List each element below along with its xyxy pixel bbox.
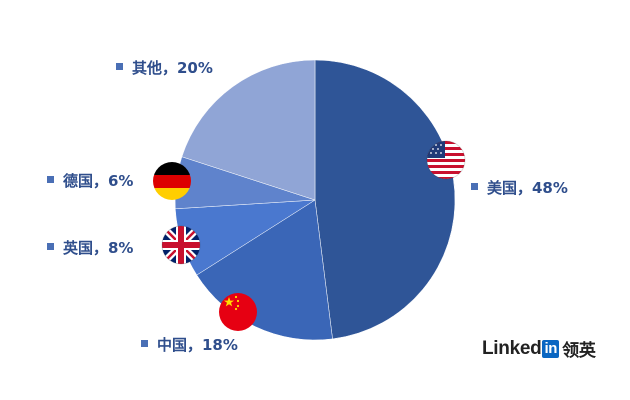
label-china: 中国，18% bbox=[157, 336, 238, 354]
cn-flag-icon bbox=[219, 293, 257, 331]
label-germany: 德国，6% bbox=[63, 172, 133, 190]
legend-marker-germany bbox=[47, 176, 54, 183]
pie-slices bbox=[174, 59, 456, 341]
legend-marker-uk bbox=[47, 243, 54, 250]
us-flag-icon bbox=[427, 141, 465, 179]
label-other: 其他，20% bbox=[132, 59, 213, 77]
linkedin-logo: Linked in 领英 bbox=[482, 336, 596, 362]
uk-flag-icon bbox=[162, 226, 200, 264]
brand-linked: Linked bbox=[482, 337, 542, 359]
brand-in-box: in bbox=[542, 339, 560, 358]
pie-slice-4 bbox=[181, 59, 316, 201]
legend-marker-usa bbox=[471, 183, 478, 190]
label-usa: 美国，48% bbox=[487, 179, 568, 197]
pie-slice-0 bbox=[314, 59, 456, 340]
brand-cn: 领英 bbox=[562, 341, 596, 361]
legend-marker-china bbox=[141, 340, 148, 347]
label-uk: 英国，8% bbox=[63, 239, 133, 257]
legend-marker-other bbox=[116, 63, 123, 70]
de-flag-icon bbox=[153, 162, 191, 200]
